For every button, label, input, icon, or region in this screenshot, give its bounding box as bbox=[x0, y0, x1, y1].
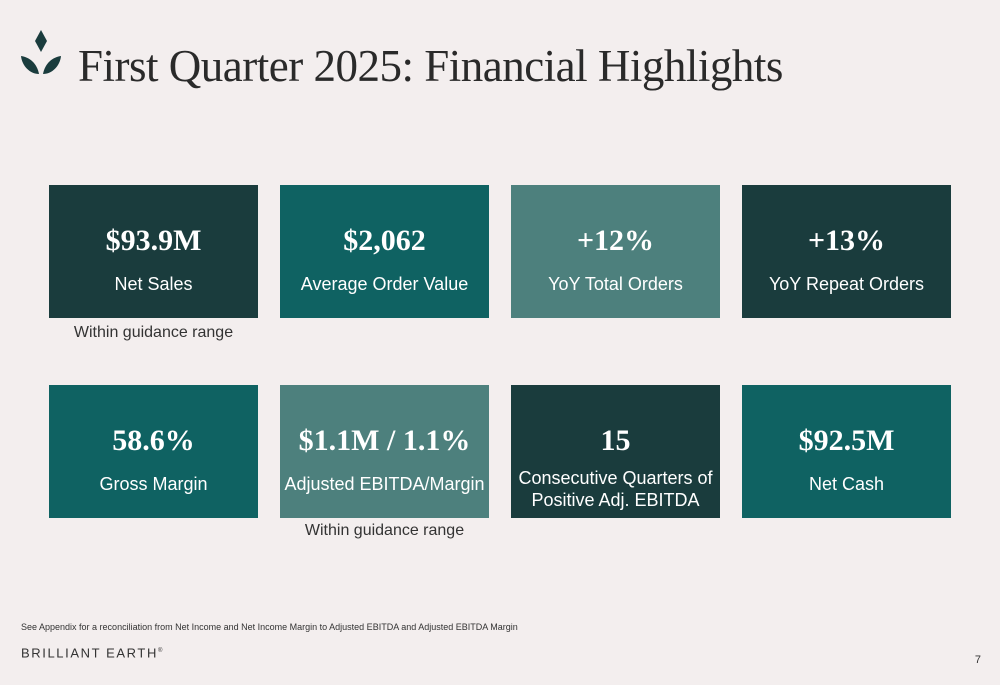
metric-value: $92.5M bbox=[798, 424, 895, 457]
metric-tile-yoy-repeat-orders: +13% YoY Repeat Orders bbox=[742, 185, 951, 318]
metric-note: Within guidance range bbox=[73, 324, 234, 341]
registered-mark: ® bbox=[157, 648, 163, 654]
page-title: First Quarter 2025: Financial Highlights bbox=[78, 41, 783, 91]
metric-label: Net Cash bbox=[808, 474, 885, 494]
metric-tile-adjusted-ebitda-margin: $1.1M / 1.1% Adjusted EBITDA/Margin bbox=[280, 385, 489, 518]
metric-label: YoY Total Orders bbox=[548, 274, 683, 294]
metric-value: +12% bbox=[576, 224, 655, 257]
metric-label: Adjusted EBITDA/Margin bbox=[284, 474, 485, 494]
metric-tile-net-cash: $92.5M Net Cash bbox=[742, 385, 951, 518]
metric-label: Average Order Value bbox=[300, 274, 469, 294]
diamond-sprout-icon bbox=[21, 30, 61, 74]
footnote: See Appendix for a reconciliation from N… bbox=[21, 622, 518, 632]
metric-label: Net Sales bbox=[114, 274, 193, 294]
metric-label: Gross Margin bbox=[99, 474, 208, 494]
metric-tile-net-sales: $93.9M Net Sales bbox=[49, 185, 258, 318]
metric-tile-gross-margin: 58.6% Gross Margin bbox=[49, 385, 258, 518]
metric-tile-average-order-value: $2,062 Average Order Value bbox=[280, 185, 489, 318]
metric-value: $93.9M bbox=[105, 224, 202, 257]
metric-value: $2,062 bbox=[343, 224, 426, 257]
brand-name: BRILLIANT EARTH bbox=[21, 645, 158, 661]
metric-label: YoY Repeat Orders bbox=[768, 274, 925, 294]
metric-tile-consecutive-quarters: 15 Consecutive Quarters of Positive Adj.… bbox=[511, 385, 720, 518]
page-number: 7 bbox=[974, 654, 981, 666]
metric-label: Consecutive Quarters of Positive Adj. EB… bbox=[518, 468, 713, 510]
metric-value: 58.6% bbox=[112, 424, 195, 457]
metric-note: Within guidance range bbox=[304, 522, 465, 539]
metric-value: +13% bbox=[807, 224, 886, 257]
metric-tile-yoy-total-orders: +12% YoY Total Orders bbox=[511, 185, 720, 318]
brand-wordmark: BRILLIANT EARTH® bbox=[21, 643, 162, 661]
metric-value: $1.1M / 1.1% bbox=[298, 424, 471, 457]
metric-value: 15 bbox=[600, 424, 631, 457]
